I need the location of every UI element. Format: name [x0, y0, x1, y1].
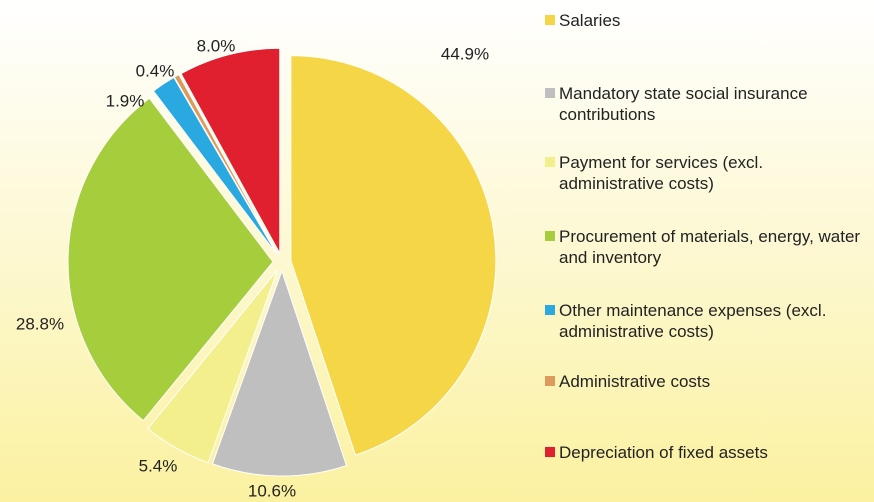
data-label: 1.9% — [106, 91, 145, 110]
legend-item: Procurement of materials, energy, water … — [545, 226, 870, 268]
data-label: 28.8% — [16, 314, 64, 333]
legend-label: Depreciation of fixed assets — [559, 443, 768, 462]
legend-swatch — [545, 15, 555, 25]
legend-swatch — [545, 376, 555, 386]
legend-item: Payment for services (excl. administrati… — [545, 152, 870, 194]
pie-slice — [290, 55, 497, 456]
legend-label: Mandatory state social insurance contrib… — [559, 84, 808, 124]
legend-label: Procurement of materials, energy, water … — [559, 227, 861, 267]
legend-item: Mandatory state social insurance contrib… — [545, 83, 870, 125]
legend-swatch — [545, 305, 555, 315]
legend-label: Salaries — [559, 11, 621, 30]
legend-swatch — [545, 231, 555, 241]
legend-label: Administrative costs — [559, 372, 711, 391]
data-label: 0.4% — [136, 61, 175, 80]
legend-swatch — [545, 88, 555, 98]
legend-swatch — [545, 447, 555, 457]
data-label: 8.0% — [197, 36, 236, 55]
legend-item: Other maintenance expenses (excl. admini… — [545, 300, 870, 342]
legend-item: Salaries — [545, 10, 870, 31]
legend-swatch — [545, 157, 555, 167]
data-label: 10.6% — [248, 481, 296, 500]
legend-label: Other maintenance expenses (excl. admini… — [559, 301, 827, 341]
legend-label: Payment for services (excl. administrati… — [559, 153, 764, 193]
data-label: 44.9% — [441, 44, 489, 63]
pie-slice — [67, 97, 274, 422]
pie-slice — [147, 269, 279, 464]
data-label: 5.4% — [139, 456, 178, 475]
legend-item: Depreciation of fixed assets — [545, 442, 870, 463]
pie-slice — [211, 269, 348, 477]
pie-slice — [173, 73, 279, 255]
pie-slice — [180, 47, 281, 254]
pie-slice — [152, 76, 278, 255]
legend-item: Administrative costs — [545, 371, 870, 392]
